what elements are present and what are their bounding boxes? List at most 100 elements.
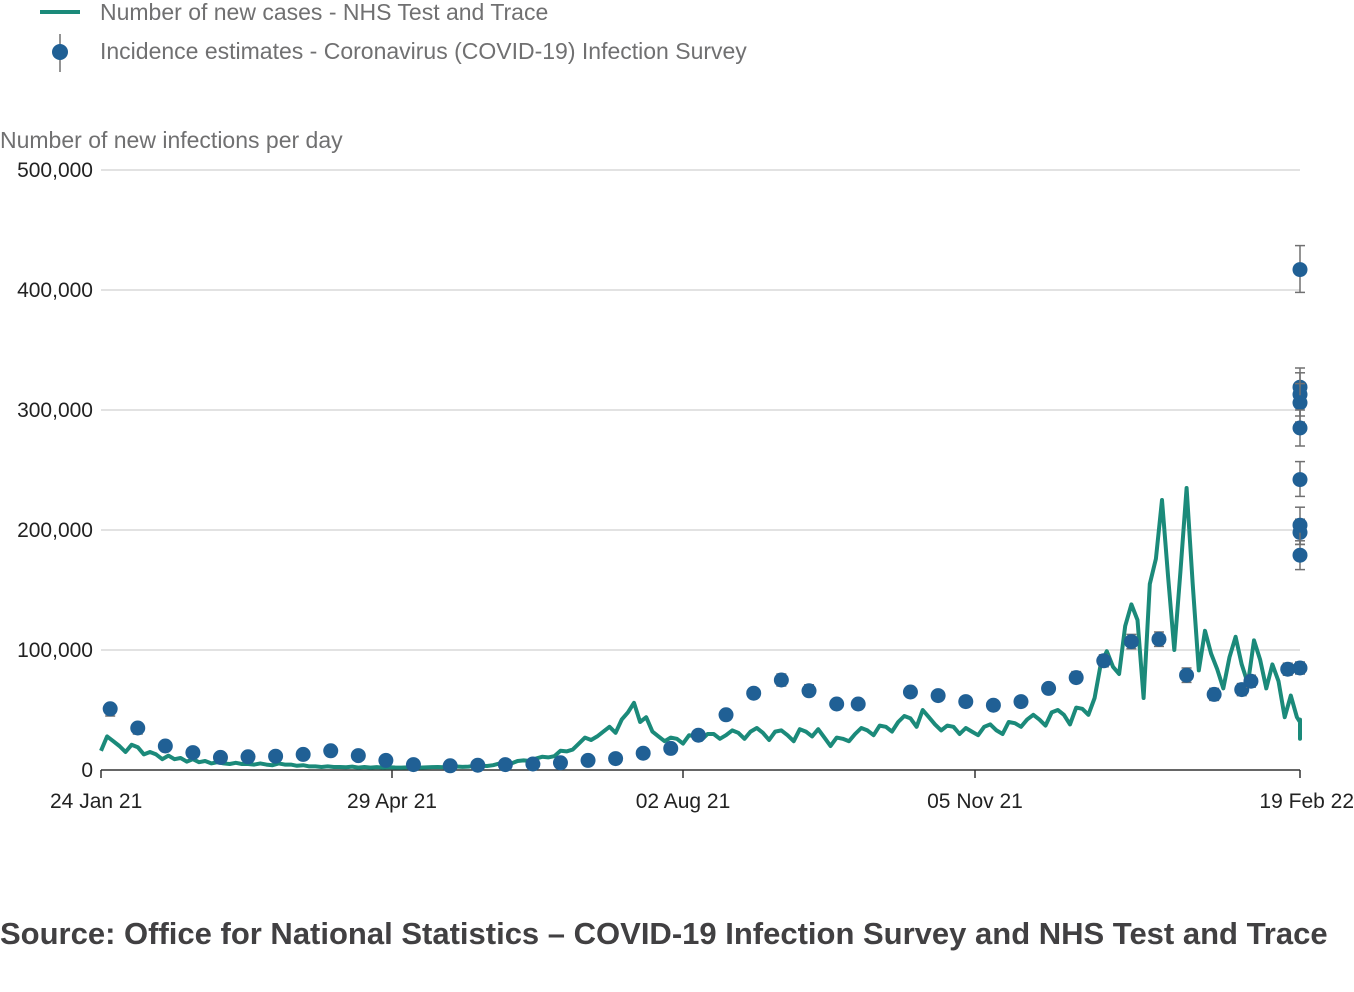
y-tick-label: 200,000 <box>17 519 93 542</box>
data-point <box>635 745 651 761</box>
survey-point <box>829 696 845 712</box>
survey-point <box>1243 673 1259 689</box>
data-point <box>1151 631 1167 648</box>
survey-point <box>958 694 974 710</box>
x-axis: 24 Jan 21 29 Apr 21 02 Aug 21 05 Nov 21 19 F… <box>50 769 1354 813</box>
survey-point <box>690 727 706 743</box>
y-tick-label: 400,000 <box>17 279 93 302</box>
data-point <box>102 701 118 717</box>
survey-point <box>1292 472 1308 488</box>
data-point <box>608 751 624 767</box>
data-point <box>580 752 596 768</box>
data-point <box>268 748 284 764</box>
survey-point <box>378 752 394 768</box>
y-axis: 0 100,000 200,000 300,000 400,000 500,000 <box>17 159 93 782</box>
survey-point <box>1292 517 1308 533</box>
nhs-series <box>99 486 1302 770</box>
survey-point <box>102 701 118 717</box>
data-point <box>552 755 568 771</box>
data-point <box>350 748 366 764</box>
data-point <box>157 738 173 754</box>
survey-point <box>405 757 421 773</box>
survey-point <box>985 697 1001 713</box>
survey-point <box>608 751 624 767</box>
survey-point <box>635 745 651 761</box>
data-point <box>1292 460 1308 498</box>
data-point <box>1179 667 1195 684</box>
data-point <box>718 707 734 723</box>
survey-point <box>902 684 918 700</box>
data-point <box>985 697 1001 713</box>
survey-point <box>580 752 596 768</box>
data-point <box>295 746 311 762</box>
survey-point <box>1013 694 1029 710</box>
x-tick-label: 02 Aug 21 <box>636 790 731 813</box>
x-tick-label: 19 Feb 22 <box>1259 790 1354 813</box>
series-line-nhs <box>99 486 1302 770</box>
y-tick-label: 500,000 <box>17 159 93 182</box>
data-point <box>850 696 866 712</box>
survey-point <box>663 740 679 756</box>
survey-point <box>323 743 339 759</box>
survey-point <box>1292 420 1308 436</box>
survey-point <box>157 738 173 754</box>
data-point <box>1096 653 1112 669</box>
legend-point-swatch <box>52 44 68 60</box>
data-point <box>378 752 394 768</box>
survey-point <box>295 746 311 762</box>
chart: Number of new cases - NHS Test and Trace… <box>0 0 1354 813</box>
data-point <box>323 743 339 759</box>
data-point <box>405 757 421 773</box>
survey-point <box>1123 634 1139 650</box>
survey-point <box>1179 667 1195 683</box>
survey-point <box>1068 670 1084 686</box>
data-point <box>663 740 679 756</box>
source-note: Source: Office for National Statistics –… <box>0 916 1328 951</box>
data-point <box>801 683 817 699</box>
survey-point <box>185 745 201 761</box>
survey-point <box>1292 660 1308 676</box>
gridlines <box>101 169 1300 651</box>
data-point <box>773 672 789 688</box>
legend-label-points: Incidence estimates - Coronavirus (COVID… <box>100 38 747 64</box>
data-point <box>930 688 946 704</box>
survey-point <box>130 720 146 736</box>
y-tick-label: 0 <box>81 759 93 782</box>
data-point <box>212 749 228 765</box>
survey-point <box>1151 631 1167 647</box>
survey-point <box>1206 686 1222 702</box>
data-point <box>525 756 541 772</box>
y-tick-label: 300,000 <box>17 399 93 422</box>
data-point <box>1243 673 1259 689</box>
data-point <box>442 758 458 774</box>
survey-point <box>1280 661 1296 677</box>
survey-point <box>212 749 228 765</box>
y-axis-label: Number of new infections per day <box>0 127 343 153</box>
survey-point <box>350 748 366 764</box>
survey-point <box>442 758 458 774</box>
survey-point <box>850 696 866 712</box>
x-tick-label: 29 Apr 21 <box>347 790 437 813</box>
data-point <box>1013 694 1029 710</box>
survey-point <box>801 683 817 699</box>
x-tick-label: 24 Jan 21 <box>50 790 142 813</box>
data-point <box>1292 660 1308 676</box>
data-point <box>470 757 486 773</box>
data-point <box>1292 540 1308 571</box>
data-point <box>829 696 845 712</box>
survey-point <box>1041 680 1057 696</box>
data-point <box>1206 686 1222 702</box>
data-point <box>1068 670 1084 686</box>
data-point <box>1292 506 1308 546</box>
legend: Number of new cases - NHS Test and Trace… <box>40 0 747 72</box>
data-point <box>1292 409 1308 447</box>
data-point <box>497 757 513 773</box>
data-point <box>746 685 762 701</box>
data-point <box>958 694 974 710</box>
survey-point <box>718 707 734 723</box>
survey-point <box>470 757 486 773</box>
survey-point <box>1096 653 1112 669</box>
survey-point <box>1292 262 1308 278</box>
survey-point <box>552 755 568 771</box>
data-point <box>130 720 146 736</box>
